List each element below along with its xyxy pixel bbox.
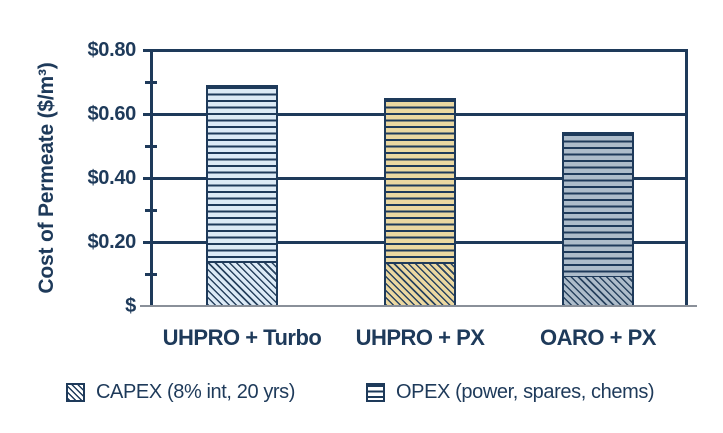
- legend-label-capex: CAPEX (8% int, 20 yrs): [96, 381, 296, 403]
- plot-right-border: [685, 50, 688, 306]
- x-category-label: UHPRO + Turbo: [162, 325, 322, 350]
- bar-2-opex-segment: [562, 132, 634, 278]
- gridline: [143, 49, 688, 52]
- bar-0-capex-segment: [206, 263, 278, 306]
- opex-horizontal-lines-swatch-icon: [366, 383, 385, 402]
- bar-1-opex-segment: [384, 98, 456, 264]
- y-tick-label: $0.20: [87, 231, 136, 253]
- y-axis-line: [150, 50, 153, 306]
- legend: CAPEX (8% int, 20 yrs) OPEX (power, spar…: [0, 381, 723, 407]
- y-tick-label: $0.60: [87, 103, 136, 125]
- y-tick-label: $0.80: [87, 39, 136, 61]
- legend-label-opex: OPEX (power, spares, chems): [396, 381, 655, 403]
- capex-diagonal-hatch-swatch-icon: [66, 383, 85, 402]
- x-category-label: OARO + PX: [540, 325, 656, 350]
- y-tick-label: $0.40: [87, 167, 136, 189]
- bar-2-capex-segment: [562, 277, 634, 306]
- legend-item-opex: OPEX (power, spares, chems): [366, 381, 655, 404]
- legend-item-capex: CAPEX (8% int, 20 yrs): [66, 381, 295, 404]
- y-tick-label: $: [125, 295, 136, 317]
- x-axis-baseline: [140, 305, 697, 307]
- bar-0-opex-segment: [206, 85, 278, 263]
- bar-1-capex-segment: [384, 264, 456, 306]
- x-category-label: UHPRO + PX: [355, 325, 485, 350]
